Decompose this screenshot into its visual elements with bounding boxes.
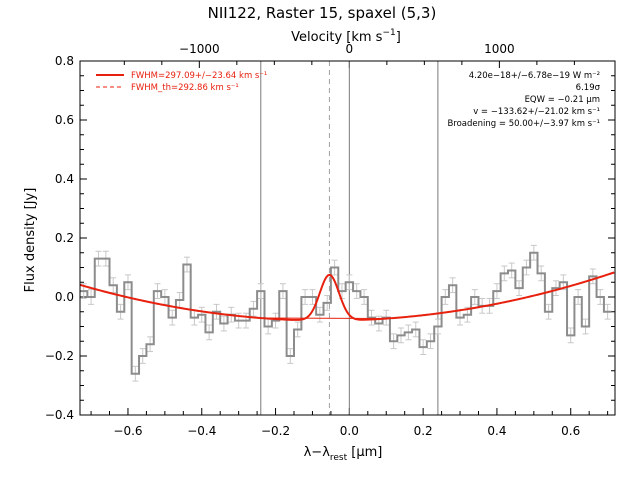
x-axis-label: λ−λrest [μm] xyxy=(304,445,383,463)
x-axis-label-unit: [μm] xyxy=(347,445,382,460)
plot-frame xyxy=(79,60,616,416)
data-steps xyxy=(80,251,612,375)
x-tick-label: 0.6 xyxy=(561,424,580,438)
x-tick-label: 0.4 xyxy=(487,424,506,438)
x-tick-label: −0.2 xyxy=(261,424,290,438)
x-axis-label-sub: rest xyxy=(330,453,348,463)
fit-baseline xyxy=(260,317,387,320)
x-tick-label: 0.0 xyxy=(340,424,359,438)
top-tick-label: 1000 xyxy=(484,42,515,56)
y-tick-label: 0.8 xyxy=(55,54,74,68)
y-tick-label: 0.0 xyxy=(55,290,74,304)
annotation-broadening: Broadening = 50.00+/−3.97 km s⁻¹ xyxy=(447,119,600,129)
annotation-flux: 4.20e−18+/−6.78e−19 W m⁻² xyxy=(469,71,600,81)
y-tick-label: 0.4 xyxy=(55,172,74,186)
plot-layer xyxy=(79,61,615,415)
annotation-eqw: EQW = −0.21 μm xyxy=(525,95,600,105)
legend-entry-fwhm-th: FWHM_th=292.86 km s⁻¹ xyxy=(131,83,239,93)
x-tick-label: −0.6 xyxy=(113,424,142,438)
top-axis-label-sup: −1 xyxy=(382,28,395,38)
y-tick-label: 0.2 xyxy=(55,231,74,245)
legend-entry-fwhm: FWHM=297.09+/−23.64 km s⁻¹ xyxy=(131,71,267,81)
top-axis-label-main: Velocity [km s xyxy=(291,30,383,45)
y-tick-label: −0.4 xyxy=(45,408,74,422)
top-tick-label: −1000 xyxy=(179,42,220,56)
legend: FWHM=297.09+/−23.64 km s⁻¹ FWHM_th=292.8… xyxy=(96,71,267,93)
annotation-velocity: v = −133.62+/−21.02 km s⁻¹ xyxy=(473,107,600,117)
x-tick-label: 0.2 xyxy=(414,424,433,438)
annotations: 4.20e−18+/−6.78e−19 W m⁻² 6.19σ EQW = −0… xyxy=(447,71,600,129)
x-axis-label-main: λ−λ xyxy=(304,445,331,460)
top-axis-label-end: ] xyxy=(396,30,401,45)
fit-curve xyxy=(79,271,615,321)
x-tick-label: −0.4 xyxy=(187,424,216,438)
top-axis-label: Velocity [km s−1] xyxy=(291,28,401,45)
annotation-sigma: 6.19σ xyxy=(576,83,601,93)
top-tick-label: 0 xyxy=(346,42,354,56)
chart-title: NII122, Raster 15, spaxel (5,3) xyxy=(208,4,437,22)
y-tick-label: −0.2 xyxy=(45,349,74,363)
ticks-layer: −0.6 −0.4 −0.2 0.0 0.2 0.4 0.6 −0.4 −0.2 0.0 0.2 0.… xyxy=(45,42,615,438)
y-tick-label: 0.6 xyxy=(55,113,74,127)
y-axis-label: Flux density [Jy] xyxy=(23,188,38,293)
